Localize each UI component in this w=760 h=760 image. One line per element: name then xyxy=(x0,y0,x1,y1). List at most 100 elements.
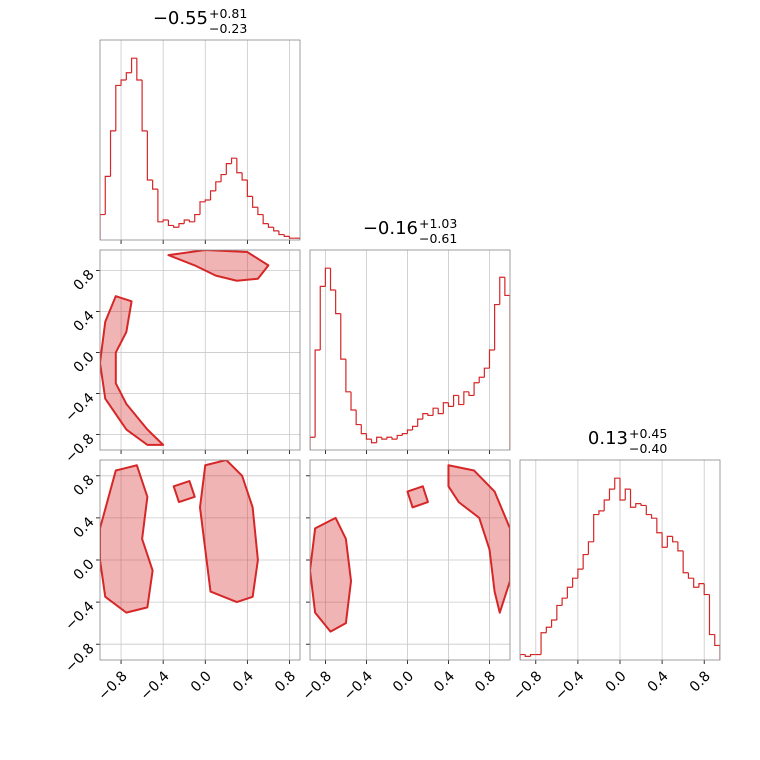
histogram-step xyxy=(545,626,552,633)
histogram-step xyxy=(411,425,418,430)
histogram-step xyxy=(593,513,599,542)
histogram-step xyxy=(350,391,357,411)
histogram-step xyxy=(340,313,346,360)
histogram-step xyxy=(666,535,673,548)
histogram-step xyxy=(188,220,195,223)
histogram-step xyxy=(672,536,678,543)
histogram-step xyxy=(540,632,547,655)
histogram-step xyxy=(152,180,158,190)
x-tick-label: 0.0 xyxy=(390,668,417,695)
histogram-step xyxy=(614,477,620,490)
histogram-step xyxy=(698,583,705,588)
panel-title: −0.16 xyxy=(363,218,418,239)
histogram-step xyxy=(115,84,122,131)
histogram-step xyxy=(230,157,237,164)
histogram-step xyxy=(577,568,584,579)
histogram-step xyxy=(703,583,710,596)
histogram-step xyxy=(310,436,316,450)
x-tick-label: 0.0 xyxy=(188,668,215,695)
histogram-step xyxy=(656,518,663,534)
histogram-step xyxy=(635,503,642,508)
x-tick-label: 0.4 xyxy=(431,668,458,695)
contours xyxy=(310,464,510,633)
histogram-step xyxy=(645,505,652,516)
histogram-step xyxy=(209,190,216,200)
contour xyxy=(199,460,259,604)
contour xyxy=(172,480,196,504)
histogram-step xyxy=(278,230,285,236)
histogram xyxy=(310,267,510,450)
histogram-step xyxy=(381,437,387,440)
x-tick-label: 0.8 xyxy=(472,668,499,695)
histogram-step xyxy=(262,214,269,225)
title-upper: +0.81 xyxy=(209,6,247,21)
histogram-step xyxy=(376,436,382,443)
contour xyxy=(447,464,510,614)
x-tick-label: −0.4 xyxy=(137,668,172,703)
histogram-step xyxy=(556,604,563,620)
histogram-step xyxy=(499,276,505,305)
histogram-step xyxy=(520,653,526,660)
histogram-step xyxy=(572,577,578,588)
x-tick-label: 0.8 xyxy=(687,668,714,695)
histogram-step xyxy=(587,541,594,555)
histogram-step xyxy=(640,503,647,507)
x-tick-label: 0.8 xyxy=(272,668,299,695)
histogram-step xyxy=(324,267,331,287)
histogram-step xyxy=(708,594,715,636)
histogram-step xyxy=(468,391,475,397)
histogram-step xyxy=(406,429,413,434)
y-tick-label: 0.0 xyxy=(71,556,98,583)
histogram-step xyxy=(157,189,164,223)
histogram-step xyxy=(335,290,341,315)
histogram-step xyxy=(136,58,143,81)
histogram-step xyxy=(167,220,174,227)
panel: −0.8 −0.4 0.0 0.4 0.8−0.8−0.40.00.40.8 xyxy=(62,459,301,704)
histogram-step xyxy=(401,433,408,436)
histogram-step xyxy=(120,79,127,86)
contour xyxy=(100,295,165,446)
histogram-step xyxy=(365,433,372,440)
title-upper: +1.03 xyxy=(419,216,457,231)
histogram-step xyxy=(100,213,106,240)
histogram-step xyxy=(598,510,605,515)
histogram-step xyxy=(267,223,274,228)
y-tick-label: 0.4 xyxy=(71,308,98,335)
panel-frame xyxy=(309,249,511,451)
histogram-step xyxy=(427,413,434,417)
histogram-step xyxy=(561,597,568,606)
contour xyxy=(100,464,154,614)
x-tick-label: 0.4 xyxy=(230,668,257,695)
panel: −0.8−0.4 0.0 0.4 0.8 xyxy=(300,459,511,704)
histogram-step xyxy=(183,219,190,224)
x-tick-label: −0.8 xyxy=(95,668,130,703)
x-tick-label: −0.4 xyxy=(552,668,587,703)
histogram-step xyxy=(355,410,362,426)
contour xyxy=(310,516,353,633)
x-tick-label: −0.4 xyxy=(341,668,376,703)
y-tick-label: −0.4 xyxy=(62,390,97,425)
histogram-step xyxy=(432,407,439,416)
panel-title: 0.13 xyxy=(588,428,628,449)
x-tick-label: −0.8 xyxy=(300,668,335,703)
histogram-step xyxy=(687,572,694,579)
histogram-step xyxy=(494,303,500,350)
panel: −0.55 +0.81−0.23 xyxy=(99,6,301,244)
contour xyxy=(406,485,429,509)
title-lower: −0.40 xyxy=(629,441,667,456)
histogram-step xyxy=(422,413,428,420)
histogram-step xyxy=(236,158,243,174)
panel-frame xyxy=(99,39,301,241)
histogram-step xyxy=(458,395,464,406)
histogram-step xyxy=(447,402,454,407)
panel: −0.16 +1.03−0.61 xyxy=(309,216,511,454)
histogram-step xyxy=(204,199,211,202)
panel: −0.8 −0.4 0.0 0.4 0.8 0.13 +0.45−0.40 xyxy=(510,426,721,704)
histogram-step xyxy=(661,532,668,548)
title-upper: +0.45 xyxy=(629,426,667,441)
histogram-step xyxy=(146,130,153,181)
histogram-step xyxy=(241,172,248,181)
histogram-step xyxy=(162,219,169,222)
histogram-step xyxy=(386,436,393,440)
